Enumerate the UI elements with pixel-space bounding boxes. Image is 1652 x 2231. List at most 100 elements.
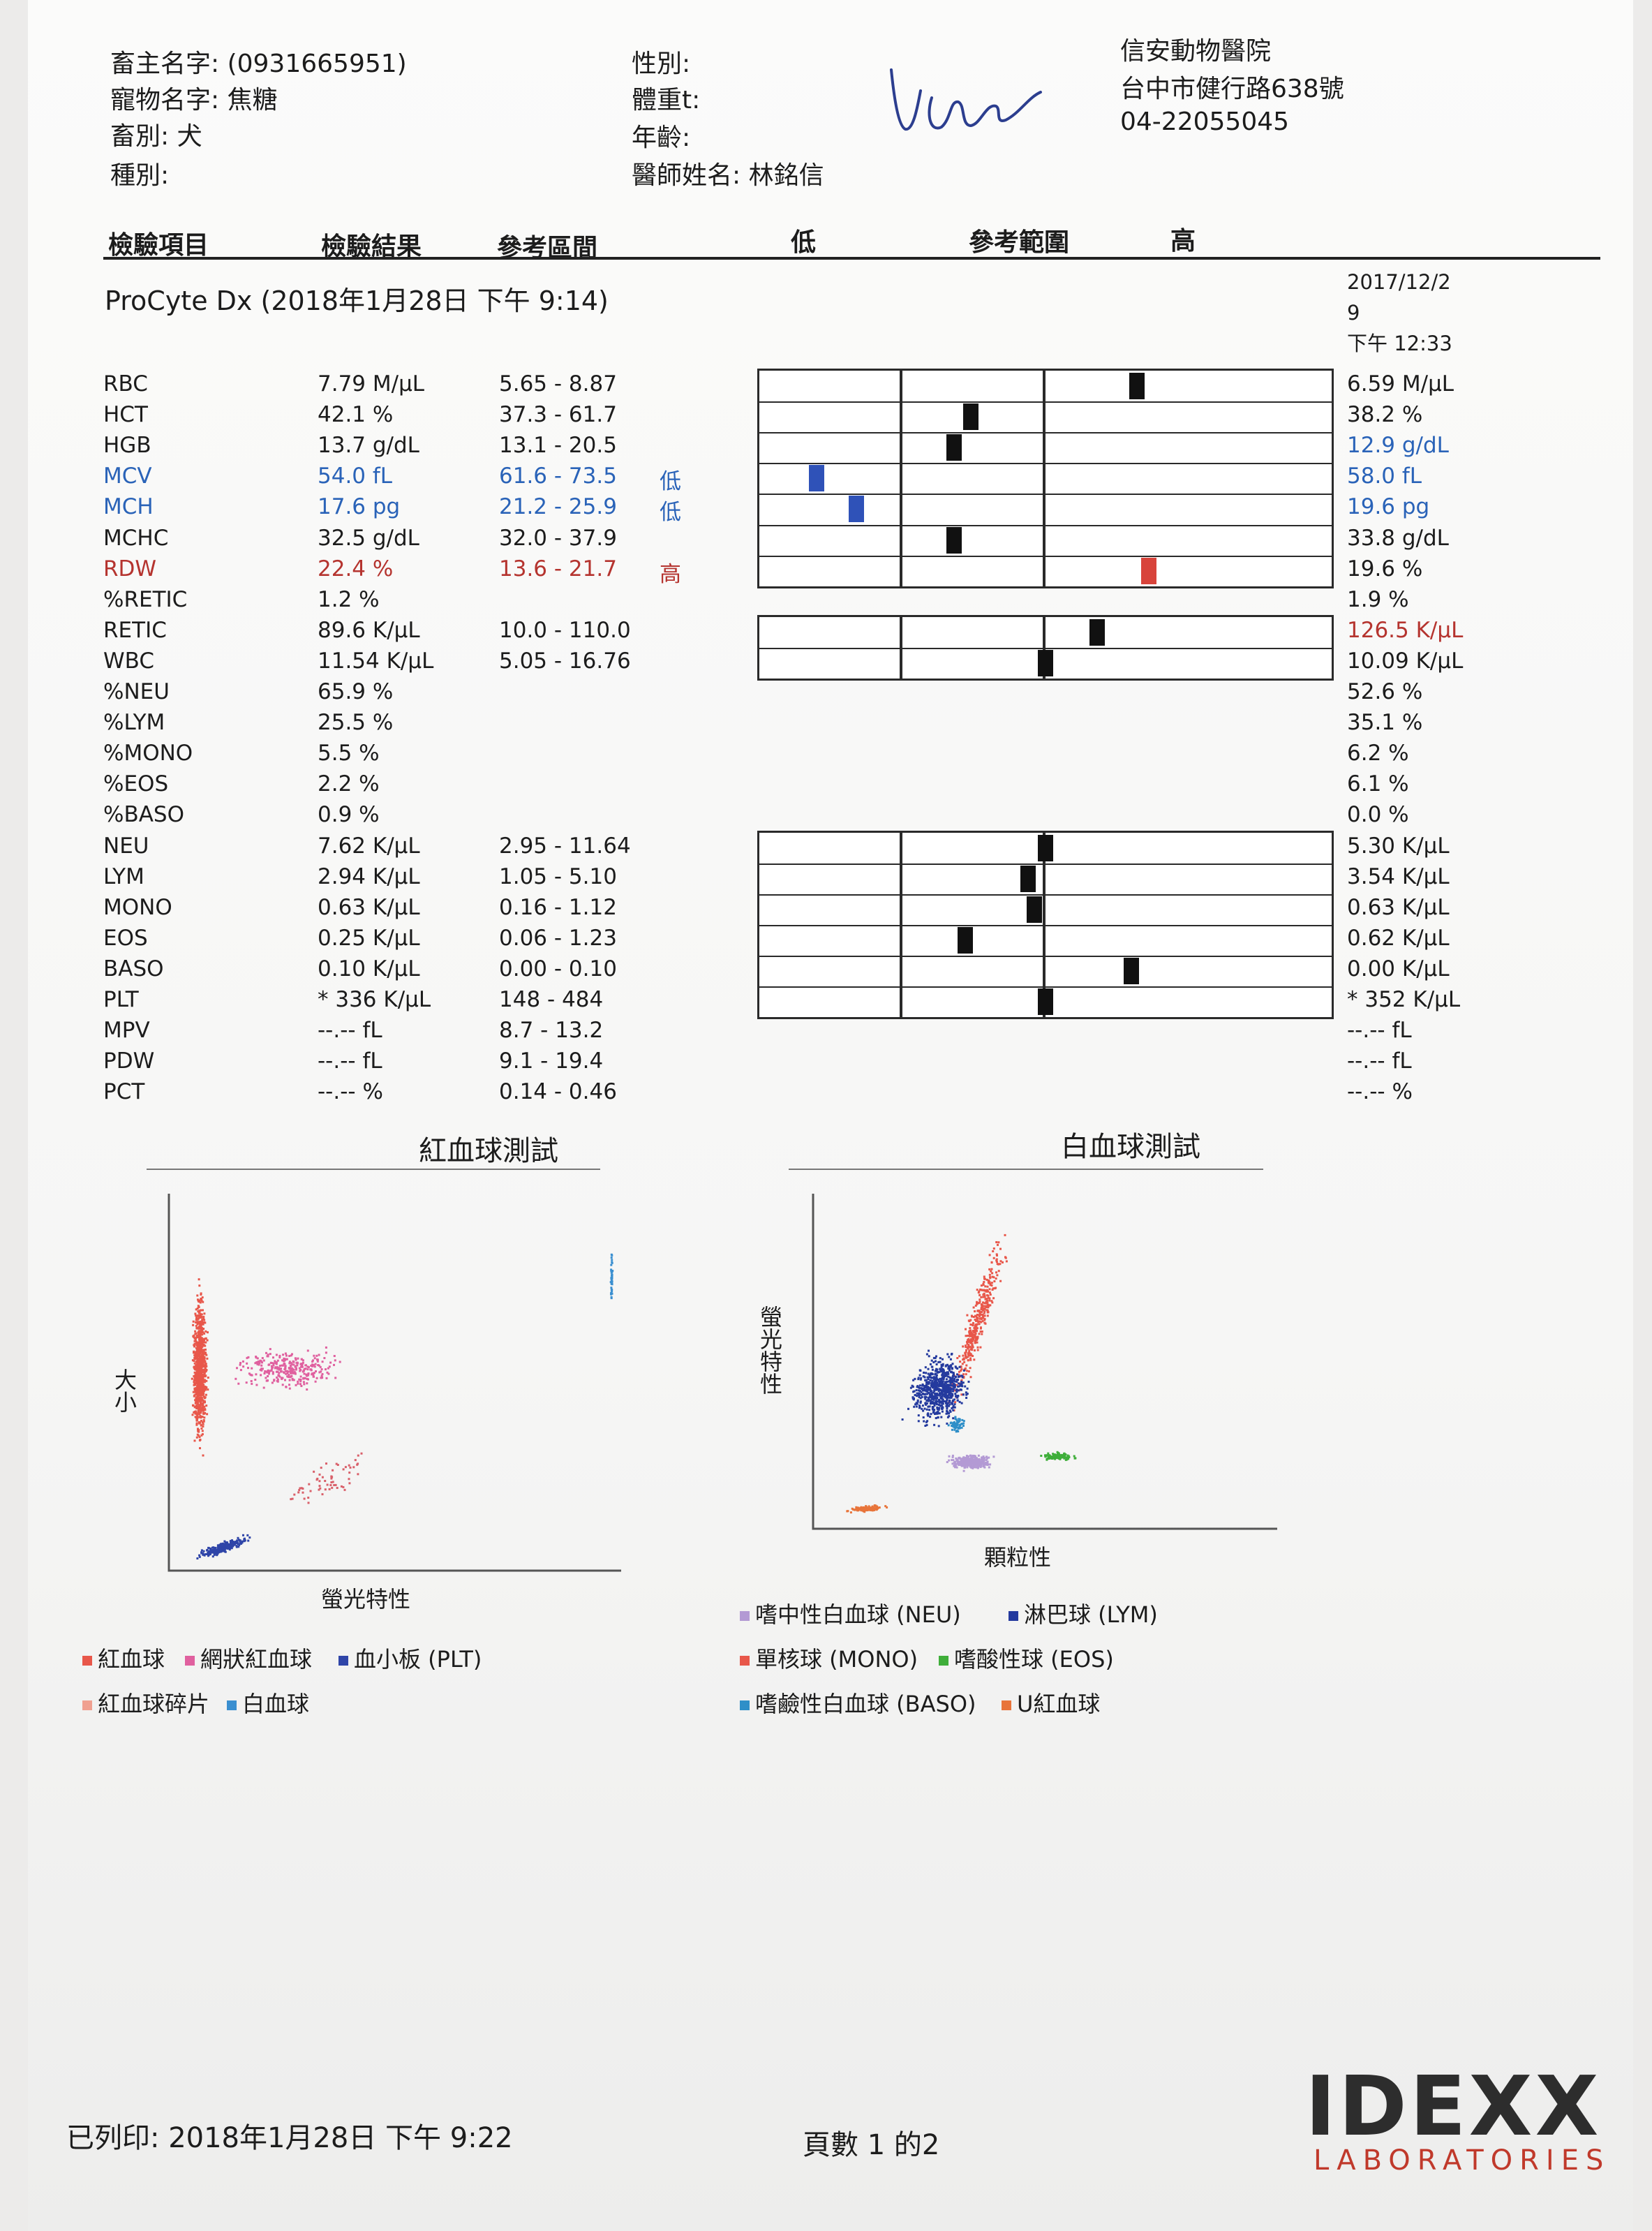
col-item: 檢驗項目	[108, 231, 209, 260]
test-name: WBC	[103, 648, 155, 674]
wbc-plot-ylabel: 螢光特性	[757, 1305, 783, 1395]
test-name: %LYM	[103, 710, 165, 736]
test-result: 54.0 fL	[318, 464, 393, 489]
previous-result: --.-- fL	[1347, 1018, 1412, 1044]
result-row: WBC 11.54 K/µL 5.05 - 16.76 10.09 K/µL	[28, 648, 1633, 679]
result-row: RETIC 89.6 K/µL 10.0 - 110.0 126.5 K/µL	[28, 618, 1633, 648]
result-row: RBC 7.79 M/µL 5.65 - 8.87 6.59 M/µL	[28, 371, 1633, 402]
test-name: HCT	[103, 402, 148, 428]
legend-entry: 嗜中性白血球 (NEU)	[740, 1597, 961, 1629]
legend-label: 血小板 (PLT)	[354, 1646, 482, 1673]
result-row: NEU 7.62 K/µL 2.95 - 11.64 5.30 K/µL	[28, 833, 1633, 864]
result-row: %EOS 2.2 % 6.1 %	[28, 771, 1633, 802]
page-number: 頁數 1 的2	[803, 2129, 940, 2161]
handwritten-signature	[890, 68, 1042, 131]
result-row: MCHC 32.5 g/dL 32.0 - 37.9 33.8 g/dL	[28, 526, 1633, 556]
previous-result: 0.00 K/µL	[1347, 956, 1450, 981]
test-name: BASO	[103, 956, 164, 981]
lymphocyte-cluster	[901, 1349, 970, 1428]
age: 年齡:	[632, 124, 691, 152]
test-name: RBC	[103, 371, 148, 396]
gauge-row-line	[759, 524, 1332, 526]
weight: 體重t:	[632, 86, 701, 114]
gauge-marker	[1089, 618, 1105, 646]
result-row: MCH 17.6 pg 21.2 - 25.9 低 19.6 pg	[28, 494, 1633, 525]
doctor-name: 醫師姓名: 林銘信	[632, 161, 824, 190]
idexx-logo-subtitle: LABORATORIES	[1314, 2144, 1611, 2177]
gauge-marker	[1026, 896, 1042, 923]
result-row: PLT * 336 K/µL 148 - 484 * 352 K/µL	[28, 987, 1633, 1018]
test-name: %RETIC	[103, 586, 188, 612]
neutrophil-cluster	[946, 1454, 995, 1472]
rbc-fragment-cluster	[290, 1452, 363, 1504]
test-result: 11.54 K/µL	[318, 648, 434, 674]
test-result: 2.2 %	[318, 771, 380, 797]
legend-entry: U紅血球	[1002, 1687, 1100, 1719]
test-result: 0.10 K/µL	[318, 956, 420, 981]
gauge-row-line	[759, 647, 1332, 649]
legend-label: U紅血球	[1017, 1691, 1101, 1717]
test-name: LYM	[103, 864, 144, 889]
breed: 種別:	[110, 161, 170, 190]
previous-result: 6.2 %	[1347, 741, 1409, 766]
test-result: * 336 K/µL	[318, 987, 431, 1012]
abnormal-flag: 低	[660, 500, 681, 526]
clinic-phone: 04-22055045	[1120, 108, 1290, 136]
reference-interval: 0.06 - 1.23	[499, 925, 617, 951]
platelet-cluster	[196, 1534, 251, 1559]
legend-swatch	[1009, 1611, 1018, 1621]
legend-swatch	[1002, 1700, 1011, 1710]
test-result: --.-- fL	[318, 1048, 382, 1074]
instrument-line: ProCyte Dx (2018年1月28日 下午 9:14)	[105, 286, 609, 316]
previous-result: 19.6 pg	[1347, 494, 1430, 520]
reference-interval: 32.0 - 37.9	[499, 525, 617, 551]
gauge-divider	[899, 371, 902, 586]
previous-result: 3.54 K/µL	[1347, 864, 1450, 889]
test-result: 32.5 g/dL	[318, 525, 419, 551]
legend-entry: 血小板 (PLT)	[338, 1642, 482, 1674]
previous-date: 2017/12/2 9 下午 12:33	[1347, 267, 1452, 359]
previous-result: 6.59 M/µL	[1347, 371, 1454, 396]
test-name: EOS	[103, 925, 148, 951]
legend-entry: 網狀紅血球	[185, 1642, 312, 1674]
legend-entry: 紅血球	[82, 1642, 165, 1674]
test-result: 0.25 K/µL	[318, 925, 420, 951]
rbc-plot-rule	[147, 1169, 600, 1170]
result-row: %MONO 5.5 % 6.2 %	[28, 741, 1633, 771]
legend-entry: 單核球 (MONO)	[740, 1642, 918, 1674]
gauge-divider	[1042, 371, 1045, 586]
gauge-marker	[946, 526, 962, 554]
reference-interval: 148 - 484	[499, 987, 604, 1012]
gauge-group	[757, 614, 1334, 681]
gauge-marker	[1129, 373, 1145, 399]
printed-timestamp: 已列印: 2018年1月28日 下午 9:22	[66, 2122, 513, 2154]
result-row: PCT --.-- % 0.14 - 0.46 --.-- %	[28, 1079, 1633, 1110]
gauge-row-line	[759, 986, 1332, 988]
result-row: HCT 42.1 % 37.3 - 61.7 38.2 %	[28, 402, 1633, 433]
previous-result: --.-- fL	[1347, 1048, 1412, 1074]
test-result: 17.6 pg	[318, 494, 401, 520]
test-name: PDW	[103, 1048, 155, 1074]
report-page: 畜主名字: (0931665951) 寵物名字: 焦糖 畜別: 犬 種別: 性別…	[28, 0, 1633, 2231]
test-name: PCT	[103, 1079, 145, 1105]
result-row: %BASO 0.9 % 0.0 %	[28, 802, 1633, 833]
gauge-marker	[1140, 557, 1156, 584]
col-range: 參考範圍	[969, 228, 1070, 257]
result-row: %LYM 25.5 % 35.1 %	[28, 710, 1633, 741]
test-name: RDW	[103, 556, 157, 581]
legend-swatch	[939, 1656, 948, 1666]
monocyte-cluster	[948, 1233, 1008, 1411]
reference-interval: 0.16 - 1.12	[499, 894, 617, 920]
reticulocyte-cluster	[235, 1346, 341, 1391]
gauge-marker	[1038, 649, 1053, 676]
wbc-plot-title: 白血球測試	[1061, 1131, 1200, 1163]
gauge-row-line	[759, 894, 1332, 896]
legend-label: 紅血球	[98, 1646, 165, 1673]
legend-entry: 嗜鹼性白血球 (BASO)	[740, 1687, 976, 1719]
abnormal-flag: 低	[660, 469, 681, 495]
col-result: 檢驗結果	[321, 232, 422, 261]
previous-time: 下午 12:33	[1347, 332, 1452, 355]
legend-swatch	[82, 1700, 92, 1710]
result-row: HGB 13.7 g/dL 13.1 - 20.5 12.9 g/dL	[28, 433, 1633, 464]
reference-interval: 13.1 - 20.5	[499, 433, 617, 459]
